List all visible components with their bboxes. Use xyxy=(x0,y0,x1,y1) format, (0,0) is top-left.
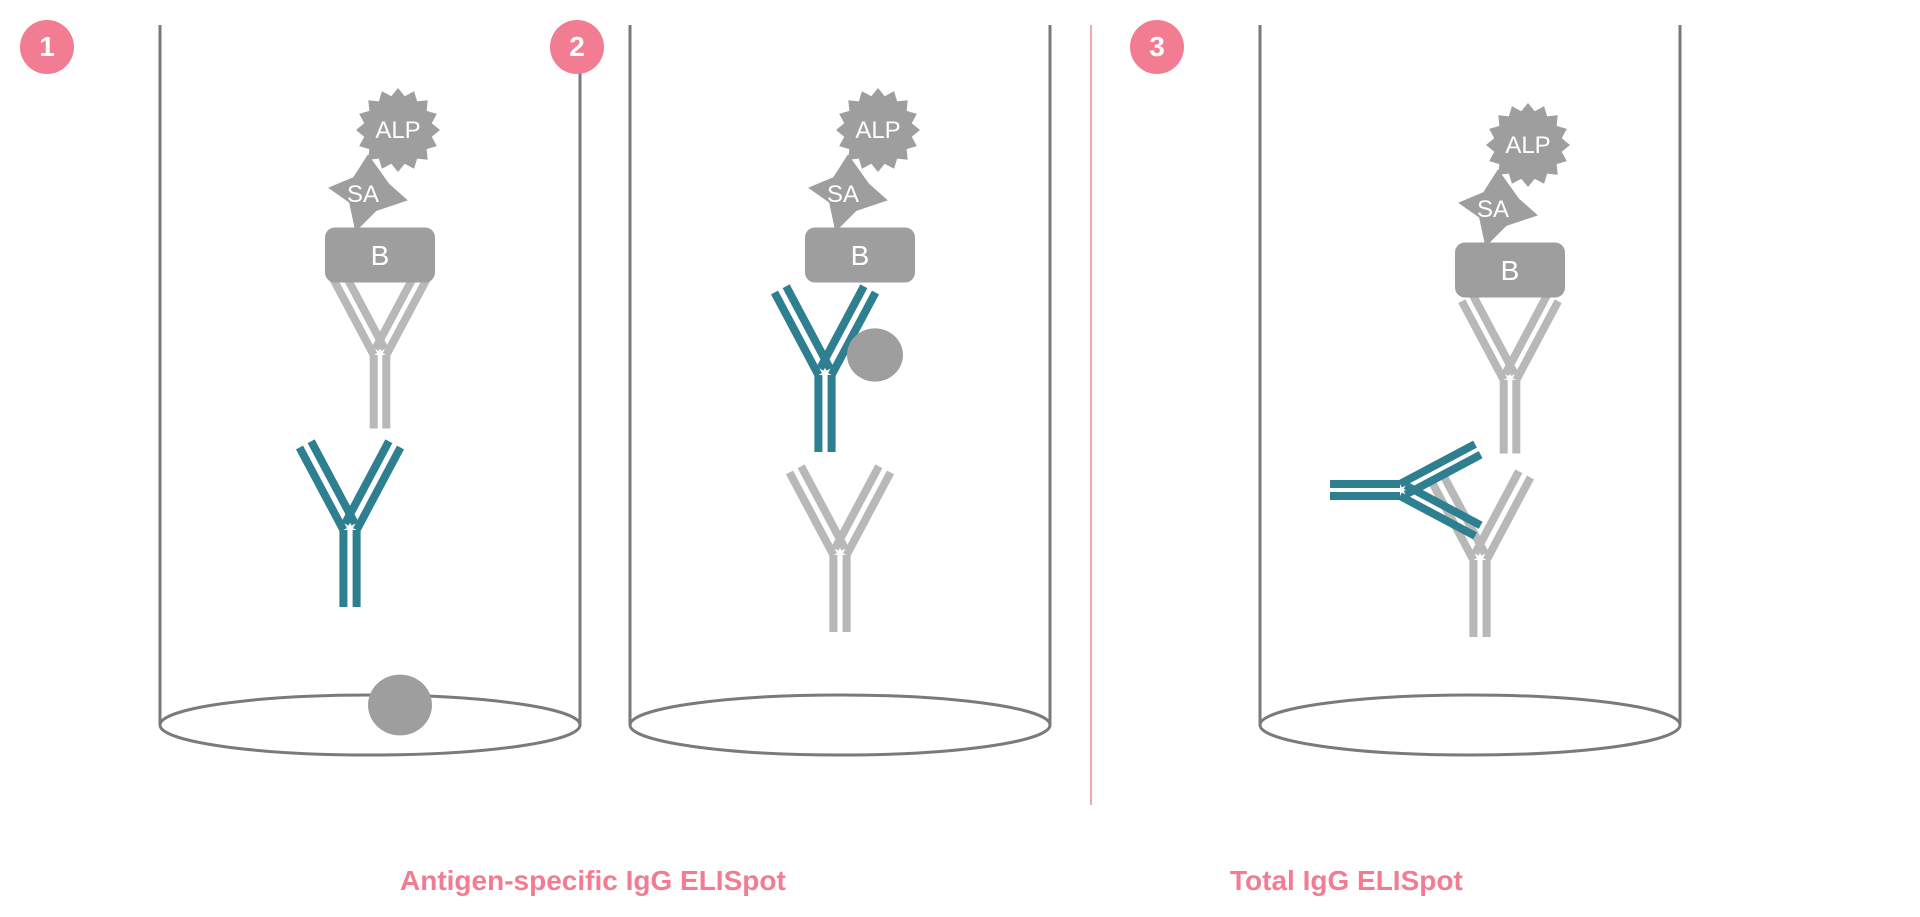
svg-text:ALP: ALP xyxy=(855,117,900,144)
svg-text:B: B xyxy=(1501,255,1520,286)
svg-text:B: B xyxy=(371,240,390,271)
badge-3: 3 xyxy=(1130,20,1184,74)
label-total: Total IgG ELISpot xyxy=(1230,865,1463,897)
label-antigen-specific: Antigen-specific IgG ELISpot xyxy=(400,865,786,897)
badge-2: 2 xyxy=(550,20,604,74)
svg-text:SA: SA xyxy=(347,181,379,208)
svg-text:ALP: ALP xyxy=(375,117,420,144)
svg-text:B: B xyxy=(851,240,870,271)
badge-1: 1 xyxy=(20,20,74,74)
diagram-container: ALP SA B ALP SA B ALP SA B 1 2 3 Antigen-speci… xyxy=(0,0,1920,917)
svg-text:SA: SA xyxy=(827,181,859,208)
vertical-divider xyxy=(1090,25,1092,805)
svg-text:SA: SA xyxy=(1477,196,1509,223)
panel-1: ALP SA B xyxy=(120,25,620,825)
panel-3: ALP SA B xyxy=(1220,25,1720,825)
svg-text:ALP: ALP xyxy=(1505,132,1550,159)
panel-2: ALP SA B xyxy=(590,25,1090,825)
